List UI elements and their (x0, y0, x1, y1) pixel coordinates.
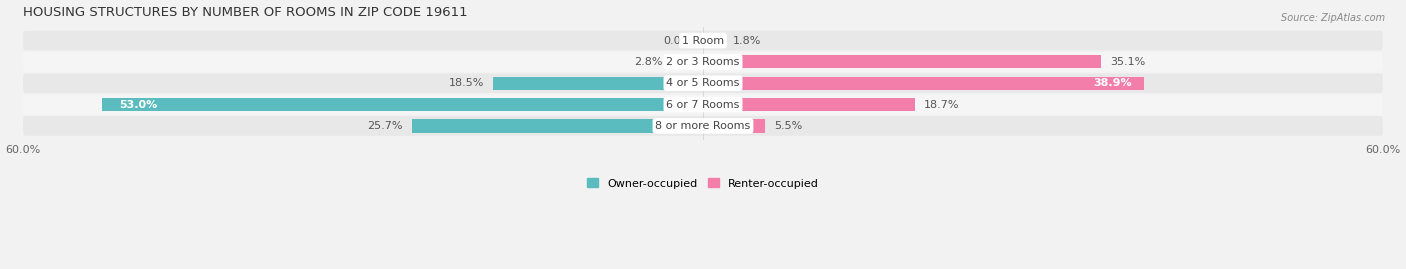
Bar (671, 55, 703, 69)
Bar (703, 77, 1143, 90)
Text: 53.0%: 53.0% (120, 100, 157, 109)
Text: 0.0%: 0.0% (664, 36, 692, 45)
Text: 4 or 5 Rooms: 4 or 5 Rooms (666, 78, 740, 88)
Text: 25.7%: 25.7% (367, 121, 402, 131)
Text: 2.8%: 2.8% (634, 57, 662, 67)
Bar (703, 55, 1101, 69)
Bar (412, 119, 703, 133)
Text: 1.8%: 1.8% (733, 36, 761, 45)
Text: 18.7%: 18.7% (924, 100, 959, 109)
Text: Source: ZipAtlas.com: Source: ZipAtlas.com (1281, 13, 1385, 23)
Text: 1 Room: 1 Room (682, 36, 724, 45)
Text: 38.9%: 38.9% (1094, 78, 1132, 88)
Text: HOUSING STRUCTURES BY NUMBER OF ROOMS IN ZIP CODE 19611: HOUSING STRUCTURES BY NUMBER OF ROOMS IN… (22, 6, 468, 19)
Bar (703, 98, 915, 111)
Text: 18.5%: 18.5% (449, 78, 484, 88)
FancyBboxPatch shape (22, 52, 1384, 72)
Legend: Owner-occupied, Renter-occupied: Owner-occupied, Renter-occupied (582, 174, 824, 193)
Bar (494, 77, 703, 90)
FancyBboxPatch shape (22, 95, 1384, 114)
FancyBboxPatch shape (22, 116, 1384, 136)
Text: 6 or 7 Rooms: 6 or 7 Rooms (666, 100, 740, 109)
Text: 35.1%: 35.1% (1109, 57, 1144, 67)
Text: 5.5%: 5.5% (775, 121, 803, 131)
Bar (703, 34, 724, 47)
Text: 2 or 3 Rooms: 2 or 3 Rooms (666, 57, 740, 67)
FancyBboxPatch shape (22, 73, 1384, 93)
FancyBboxPatch shape (22, 31, 1384, 50)
Bar (103, 98, 703, 111)
Bar (703, 119, 765, 133)
Text: 8 or more Rooms: 8 or more Rooms (655, 121, 751, 131)
